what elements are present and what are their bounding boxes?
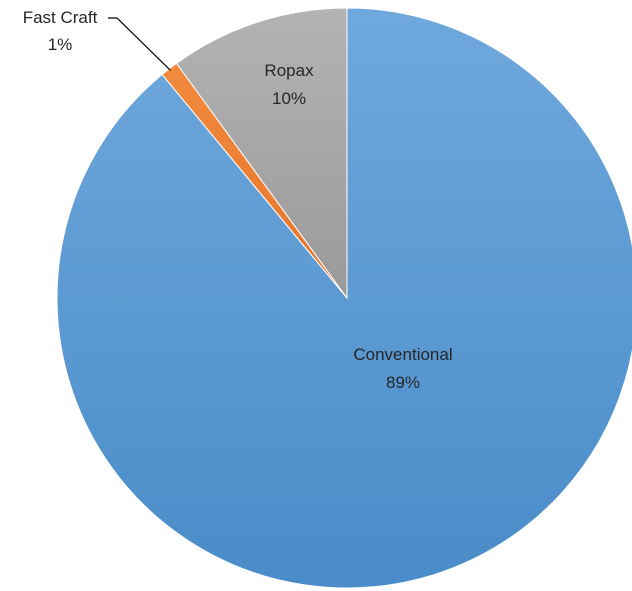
data-label-conventional-percent: 89% [386, 373, 420, 392]
leader-line-fast-craft [108, 17, 171, 71]
leader-lines [108, 17, 171, 71]
pie-slices [56, 7, 632, 589]
data-label-fast-craft-percent: 1% [48, 35, 73, 54]
pie-labels: Conventional 89% Fast Craft 1% Ropax 10% [23, 8, 453, 392]
data-label-fast-craft-name: Fast Craft [23, 8, 98, 27]
data-label-ropax-percent: 10% [272, 89, 306, 108]
data-label-conventional-name: Conventional [353, 345, 452, 364]
pie-slice-ropax [175, 7, 348, 300]
pie-slice-conventional [56, 7, 632, 589]
data-label-ropax-name: Ropax [264, 61, 314, 80]
